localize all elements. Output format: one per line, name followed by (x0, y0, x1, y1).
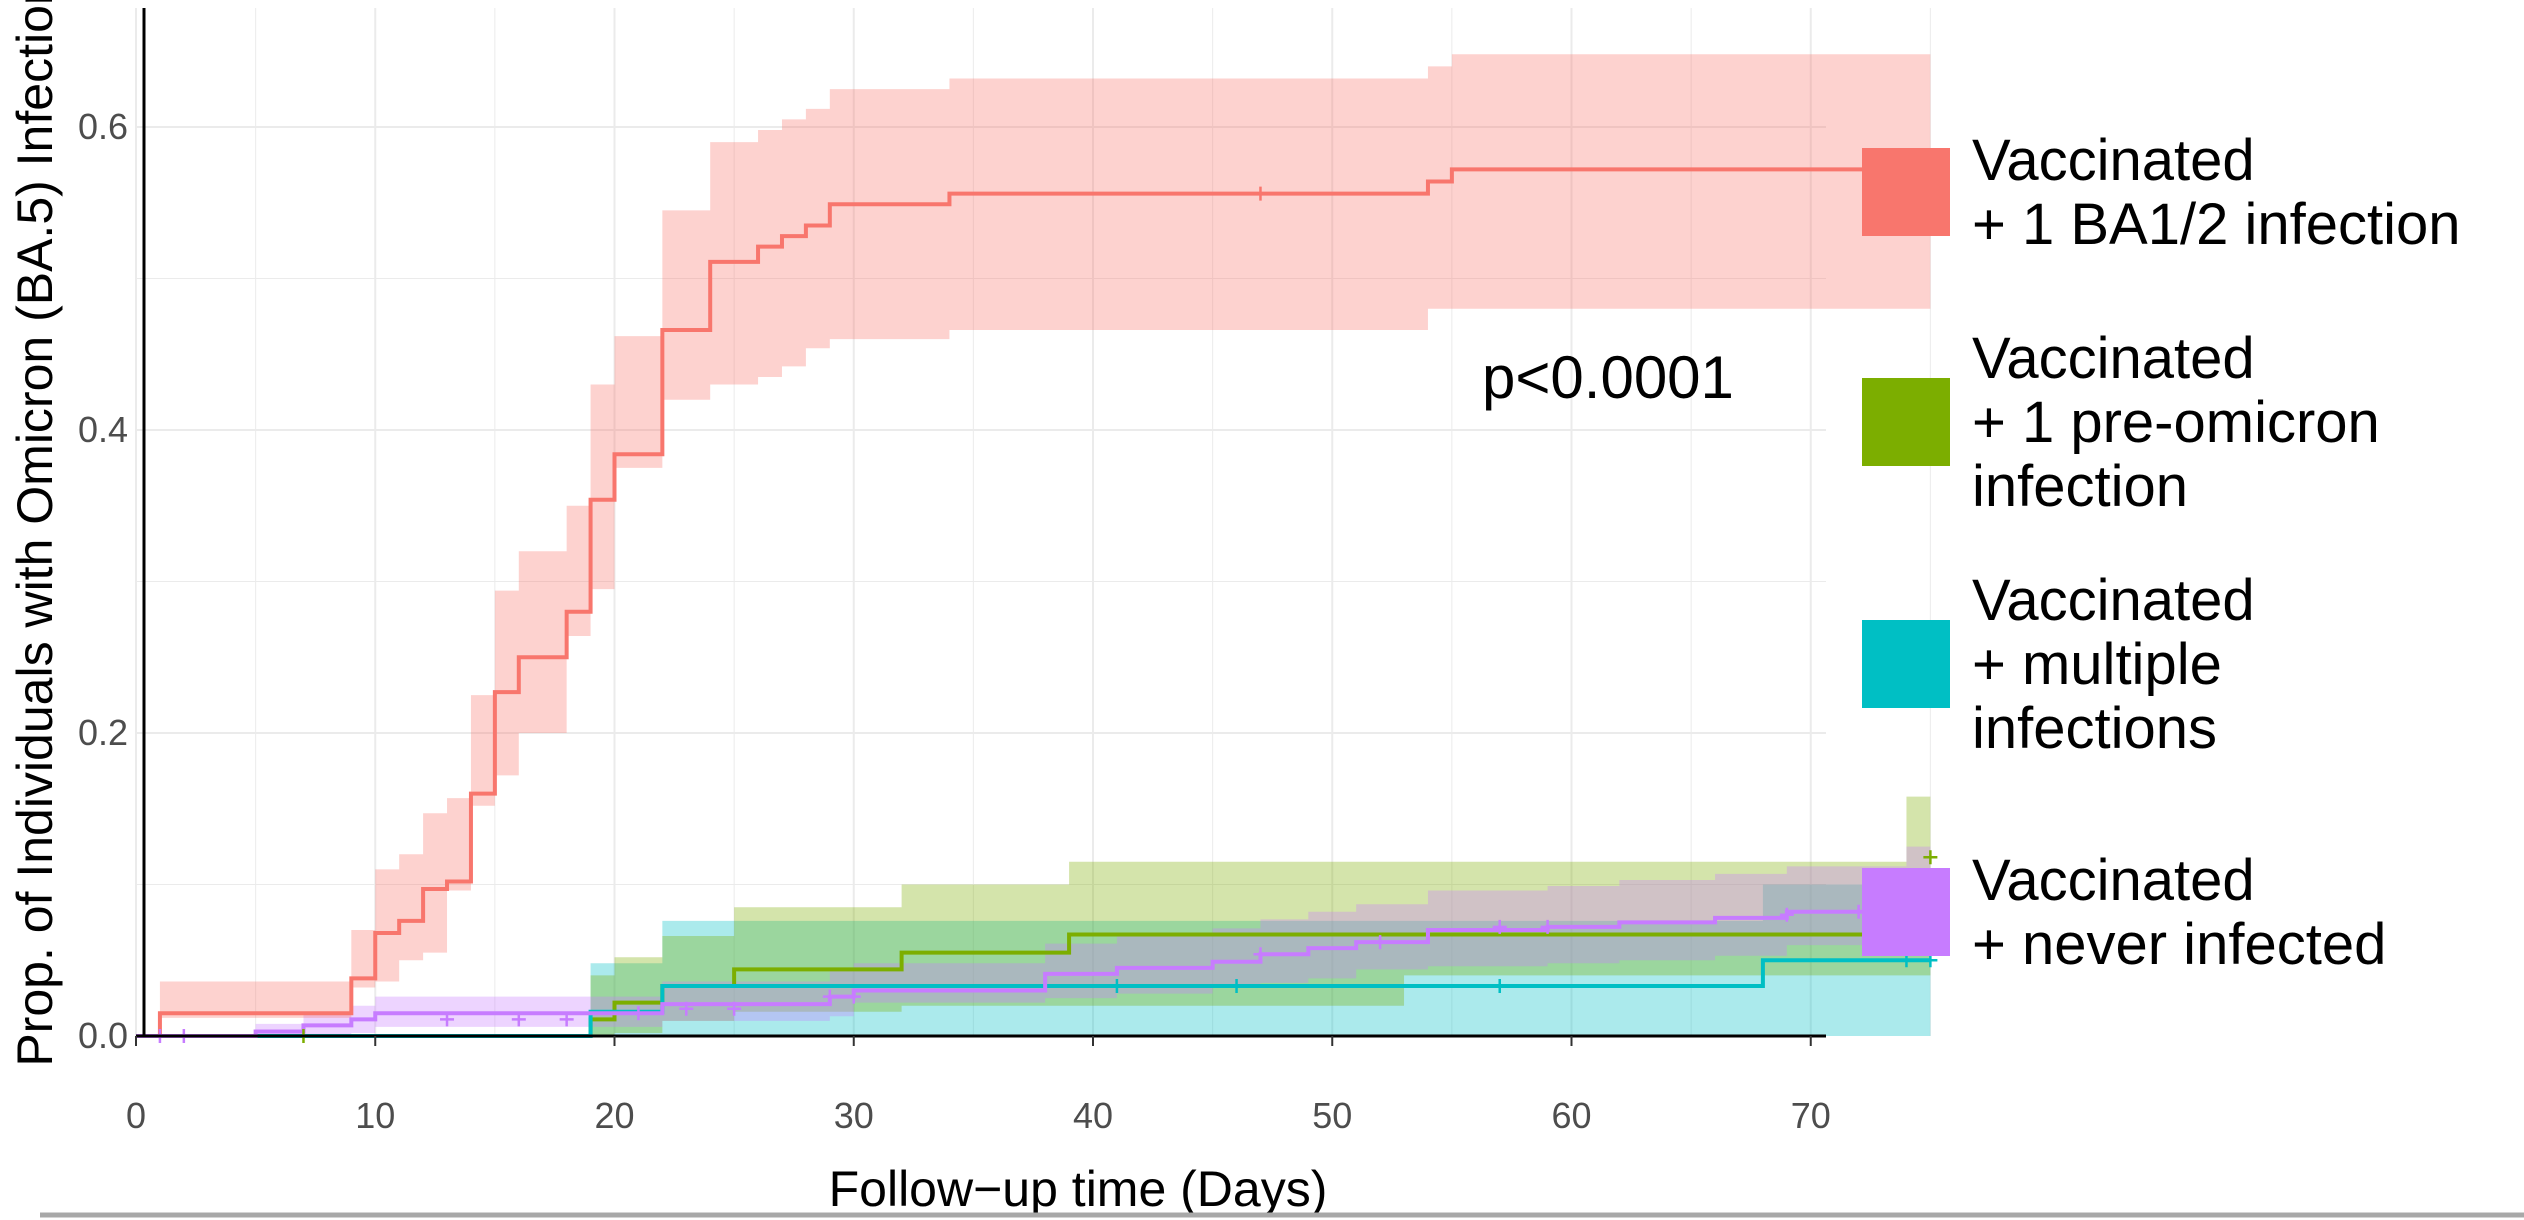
legend-key-3 (1862, 620, 1950, 708)
x-tick-label: 0 (126, 1095, 146, 1136)
legend-key-4 (1862, 868, 1950, 956)
x-tick-label: 20 (594, 1095, 634, 1136)
legend-label-line: + multiple (1972, 632, 2222, 697)
legend-label-line: infection (1972, 454, 2188, 519)
legend-label-line: Vaccinated (1972, 848, 2255, 913)
legend-label-line: + 1 BA1/2 infection (1972, 192, 2461, 257)
curve-series-4 (136, 894, 1931, 1038)
ci-band-series-1 (136, 54, 1931, 1036)
y-tick-label: 0.0 (78, 1015, 128, 1056)
censor-mark (631, 1006, 646, 1021)
ci-band-series-3 (136, 884, 1931, 1036)
censor-mark (727, 1001, 742, 1016)
censor-mark (1229, 979, 1244, 994)
legend-label-line: Vaccinated (1972, 568, 2255, 633)
censor-mark (1540, 919, 1555, 934)
y-axis-title: Prop. of Individuals with Omicron (BA.5)… (7, 0, 63, 1067)
x-tick-label: 70 (1791, 1095, 1831, 1136)
legend-label-line: + never infected (1972, 912, 2386, 977)
tick-labels: 0 10 20 30 40 50 60 70 0.0 0.2 0.4 0.6 (78, 106, 1831, 1136)
legend-label-line: + 1 pre-omicron (1972, 390, 2380, 455)
legend-label-line: infections (1972, 696, 2217, 761)
curve-series-3 (136, 958, 1931, 1038)
legend-key-1 (1862, 148, 1950, 236)
curve-series-1 (136, 167, 1931, 1038)
y-tick-label: 0.4 (78, 409, 128, 450)
censor-mark (1492, 979, 1507, 994)
x-tick-label: 30 (834, 1095, 874, 1136)
censor-mark (440, 1012, 455, 1027)
censor-mark (559, 1012, 574, 1027)
legend-label-line: Vaccinated (1972, 326, 2255, 391)
legend-key-2 (1862, 378, 1950, 466)
censor-mark (511, 1012, 526, 1027)
x-tick-label: 40 (1073, 1095, 1113, 1136)
censor-mark (846, 989, 861, 1004)
legend-label-line: Vaccinated (1972, 128, 2255, 193)
axes (136, 8, 1826, 1038)
censor-mark (1253, 186, 1268, 201)
y-tick-label: 0.6 (78, 106, 128, 147)
x-tick-label: 60 (1551, 1095, 1591, 1136)
x-tick-label: 10 (355, 1095, 395, 1136)
ci-band-series-2 (136, 796, 1931, 1036)
x-tick-label: 50 (1312, 1095, 1352, 1136)
x-axis-title: Follow−up time (Days) (829, 1161, 1328, 1217)
censor-mark (1923, 850, 1938, 865)
censor-mark (1253, 947, 1268, 962)
censor-mark (679, 1001, 694, 1016)
y-tick-label: 0.2 (78, 712, 128, 753)
p-value-annotation: p<0.0001 (1482, 344, 1734, 411)
survival-curves (136, 167, 1931, 1038)
ci-band-series-4 (136, 846, 1931, 1036)
censor-mark (1373, 935, 1388, 950)
curve-series-2 (136, 882, 1931, 1038)
censor-mark (1109, 979, 1124, 994)
legend: Vaccinated+ 1 BA1/2 infectionVaccinated+… (1862, 128, 2461, 977)
censor-mark (1779, 907, 1794, 922)
censor-mark (1492, 919, 1507, 934)
confidence-bands (136, 54, 1931, 1036)
censor-mark (822, 989, 837, 1004)
